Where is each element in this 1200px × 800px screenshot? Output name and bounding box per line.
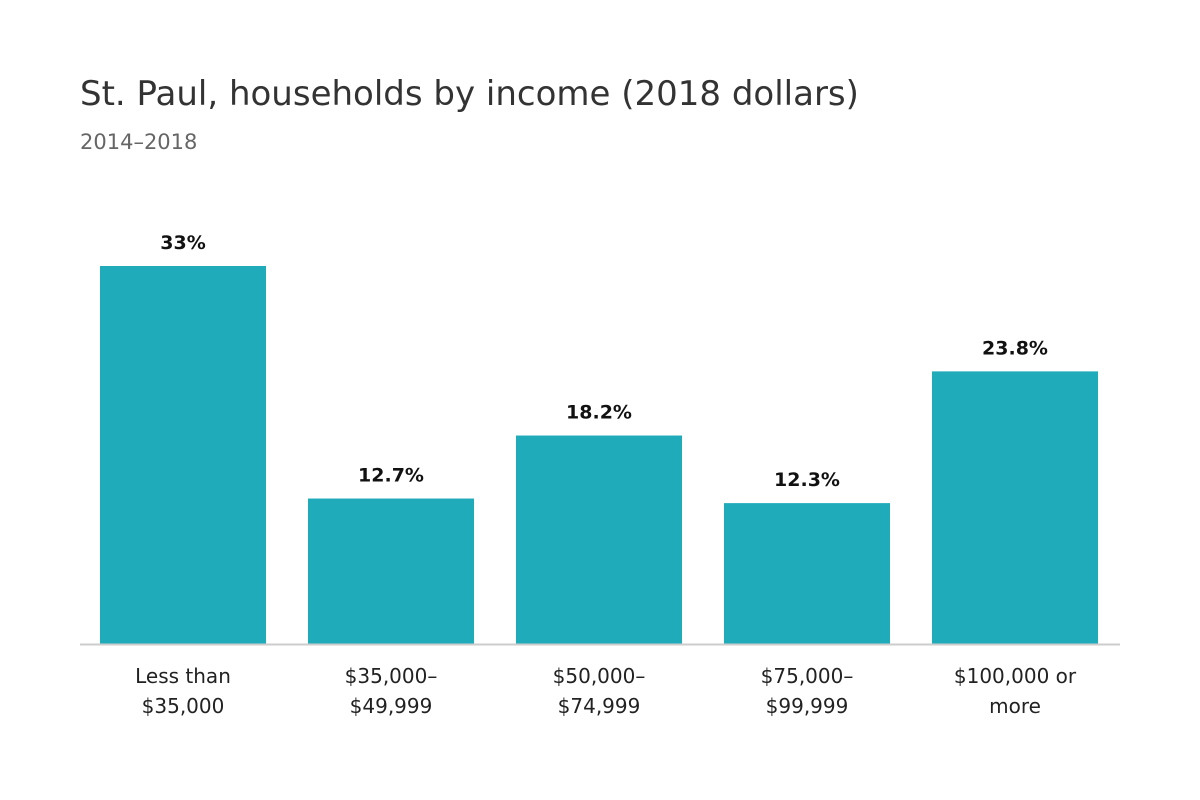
chart-subtitle: 2014–2018 — [80, 130, 198, 154]
x-tick-label: $49,999 — [350, 694, 433, 718]
x-tick-label: $75,000– — [761, 664, 854, 688]
bar — [516, 435, 682, 644]
bar — [724, 503, 890, 644]
bar — [308, 498, 474, 644]
bar — [100, 266, 266, 644]
data-label: 33% — [160, 232, 205, 254]
chart-title: St. Paul, households by income (2018 dol… — [80, 74, 859, 114]
data-label: 12.7% — [358, 465, 424, 487]
x-tick-label: more — [989, 694, 1041, 718]
x-tick-label: $100,000 or — [954, 664, 1077, 688]
x-tick-label: $99,999 — [766, 694, 849, 718]
x-tick-label: $35,000 — [142, 694, 225, 718]
data-label: 23.8% — [982, 337, 1048, 359]
x-tick-label: $35,000– — [345, 664, 438, 688]
x-tick-label: Less than — [135, 664, 231, 688]
x-tick-label: $74,999 — [558, 694, 641, 718]
data-label: 12.3% — [774, 469, 840, 491]
bar — [932, 371, 1098, 644]
data-label: 18.2% — [566, 402, 632, 424]
x-tick-label: $50,000– — [553, 664, 646, 688]
